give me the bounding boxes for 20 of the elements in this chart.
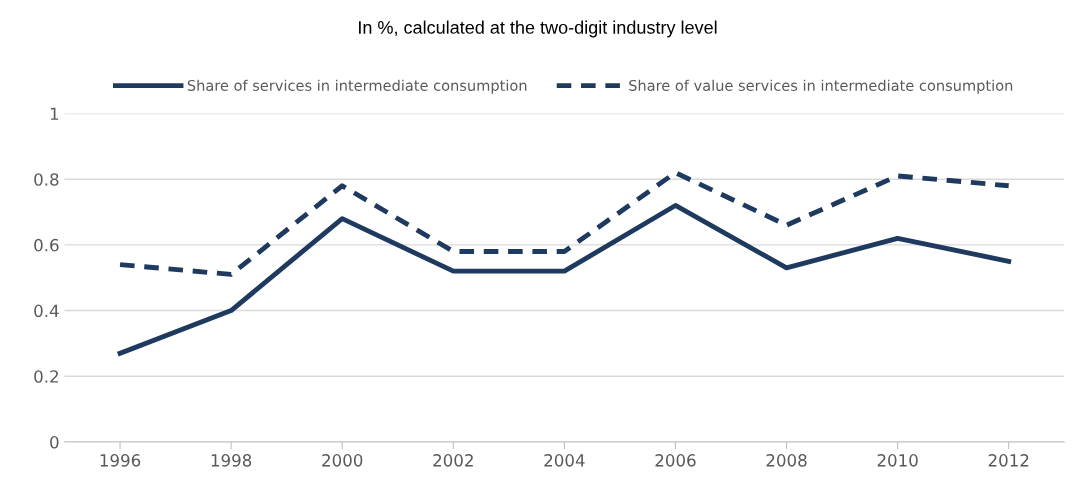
y-tick-label: 0.6 (34, 238, 59, 252)
x-tick-label: 2008 (766, 454, 807, 467)
line-series (117, 203, 1012, 356)
y-tick-label: 1 (50, 107, 59, 120)
y-tick-label: 0.2 (34, 370, 58, 383)
x-tick-label: 2000 (322, 454, 363, 467)
x-tick-label: 2006 (655, 454, 696, 467)
x-tick-label: 2004 (544, 454, 585, 467)
x-tick-label: 2012 (988, 454, 1029, 467)
y-tick-label: 0.8 (34, 173, 59, 186)
x-tick-label: 1996 (100, 454, 141, 467)
x-tick-label: 2010 (877, 454, 918, 467)
line-series (117, 170, 1012, 277)
legend-label: Share of value services in intermediate consumption (629, 79, 1013, 94)
x-tick-label: 1998 (211, 454, 252, 467)
x-tick-label: 2002 (433, 454, 473, 467)
y-tick-label: 0.4 (34, 304, 59, 318)
chart-title: In %, calculated at the two-digit industry level (359, 20, 717, 38)
legend-label: Share of services in intermediate consumption (187, 79, 527, 94)
y-tick-label: 0 (50, 435, 59, 449)
